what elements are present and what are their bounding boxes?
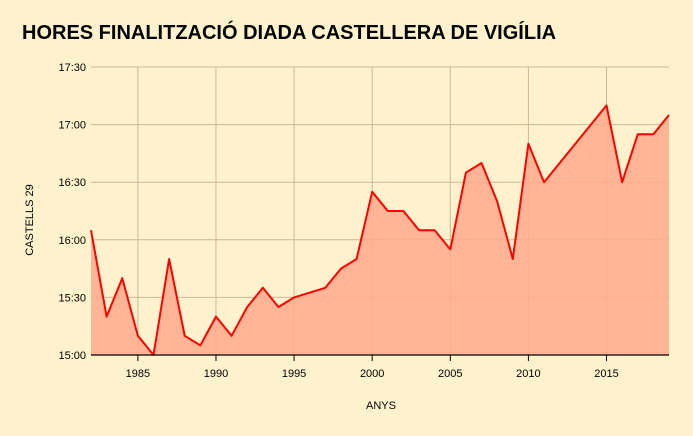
- x-tick-label: 1990: [204, 368, 228, 380]
- x-tick-label: 1985: [126, 368, 150, 380]
- area-fill: [91, 105, 669, 356]
- y-tick-label: 16:30: [58, 177, 86, 189]
- y-tick-label: 15:00: [58, 350, 86, 362]
- chart-title: HORES FINALITZACIÓ DIADA CASTELLERA DE V…: [22, 22, 557, 44]
- series-line: [90, 104, 670, 356]
- x-tick-label: 2015: [594, 368, 618, 380]
- x-tick-label: 2005: [438, 368, 462, 380]
- x-axis-label: ANYS: [366, 400, 396, 412]
- y-tick-label: 17:00: [58, 120, 86, 132]
- x-tick-label: 2010: [516, 368, 540, 380]
- x-tick-label: 2000: [360, 368, 384, 380]
- y-tick-label: 16:00: [58, 235, 86, 247]
- x-tick-label: 1995: [282, 368, 306, 380]
- y-tick-label: 15:30: [58, 292, 86, 304]
- y-tick-label: 17:30: [58, 62, 86, 74]
